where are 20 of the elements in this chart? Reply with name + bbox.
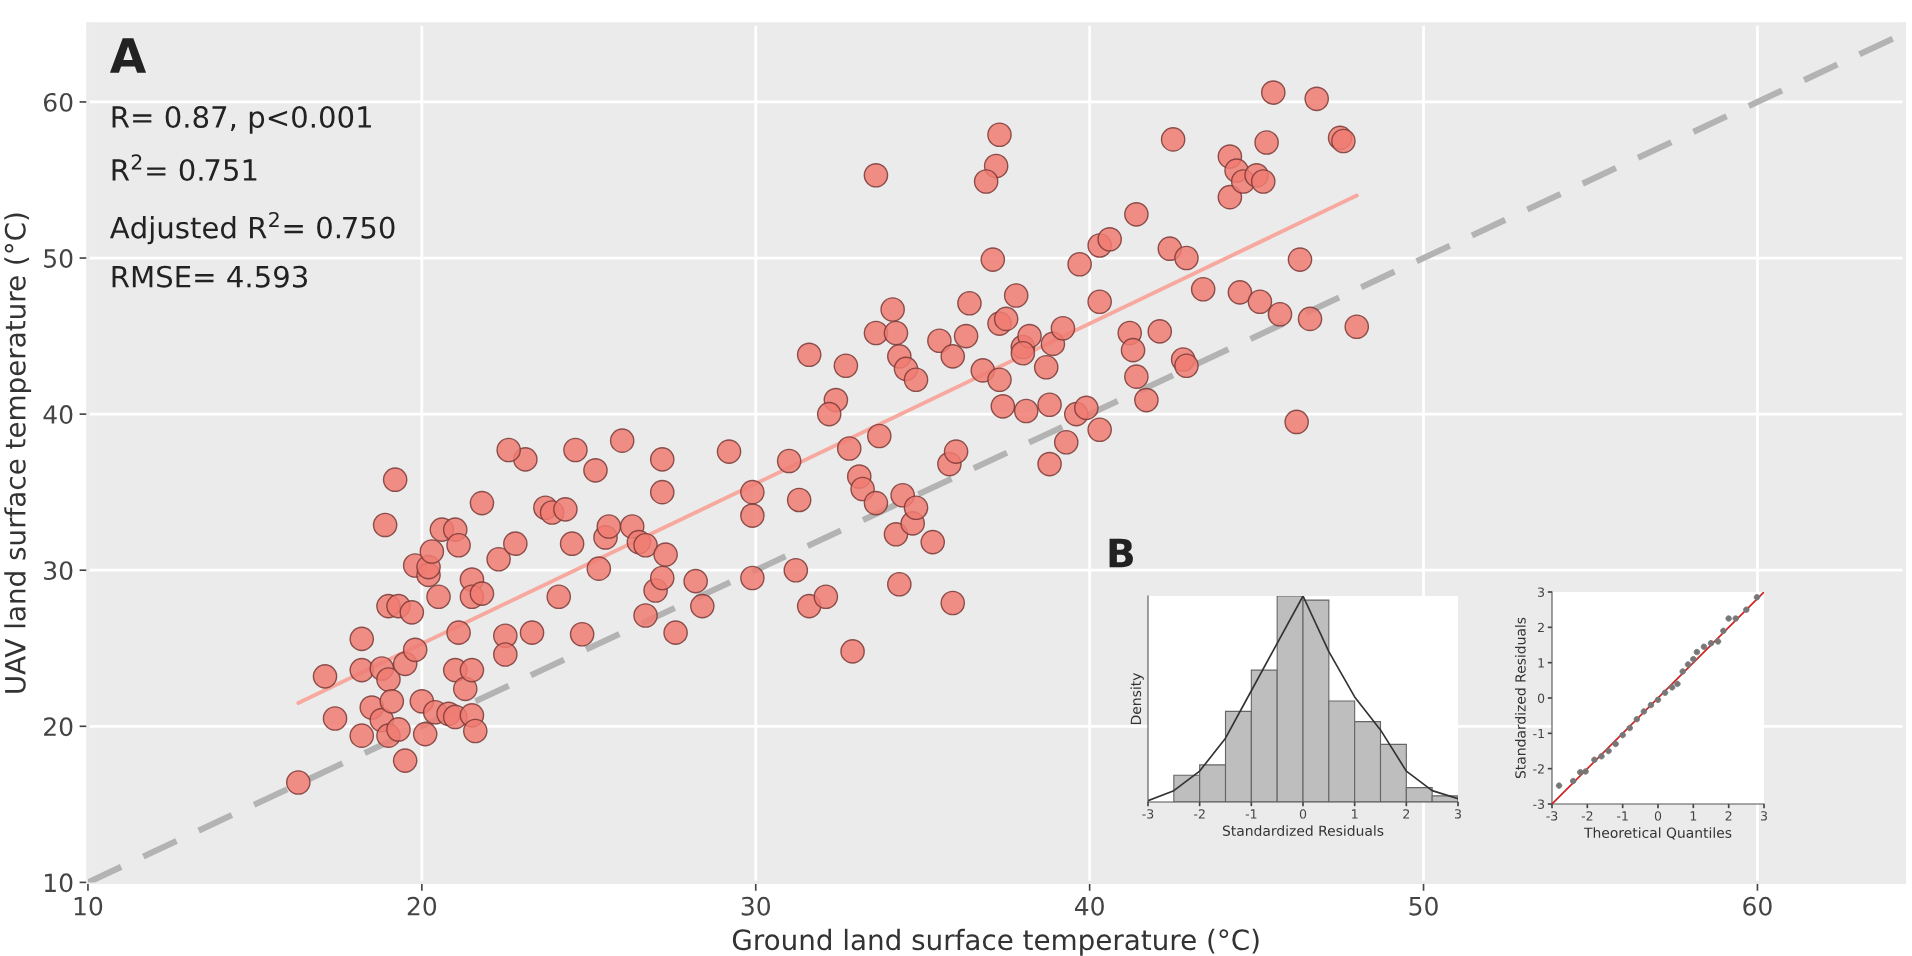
x-tick-label: 60 (1743, 896, 1772, 916)
x-tick-label: 50 (1409, 896, 1438, 916)
annotation: B (1109, 538, 1133, 568)
y-tick-label: 20 (44, 717, 73, 737)
x-tick-label: 30 (741, 896, 770, 916)
annotation: R$^{2}$= 0.751 (112, 154, 257, 182)
x-tick-label: 10 (74, 896, 103, 916)
y-axis-title: UAV land surface temperature (°C) (4, 213, 32, 693)
annotation: RMSE= 4.593 (112, 265, 307, 288)
annotation: A (109, 38, 147, 73)
y-tick-label: 10 (45, 873, 73, 893)
y-tick-label: 40 (43, 405, 73, 424)
y-tick-label: 50 (44, 248, 73, 268)
y-tick-label: 60 (44, 92, 73, 112)
annotation: Adjusted R$^{2}$= 0.750 (109, 211, 395, 245)
annotation: R= 0.87, p<0.001 (112, 105, 371, 134)
x-tick-label: 40 (1074, 896, 1104, 916)
x-tick-label: 20 (407, 896, 437, 916)
x-axis-title: Ground land surface temperature (°C) (732, 928, 1259, 956)
y-tick-label: 30 (44, 561, 73, 581)
